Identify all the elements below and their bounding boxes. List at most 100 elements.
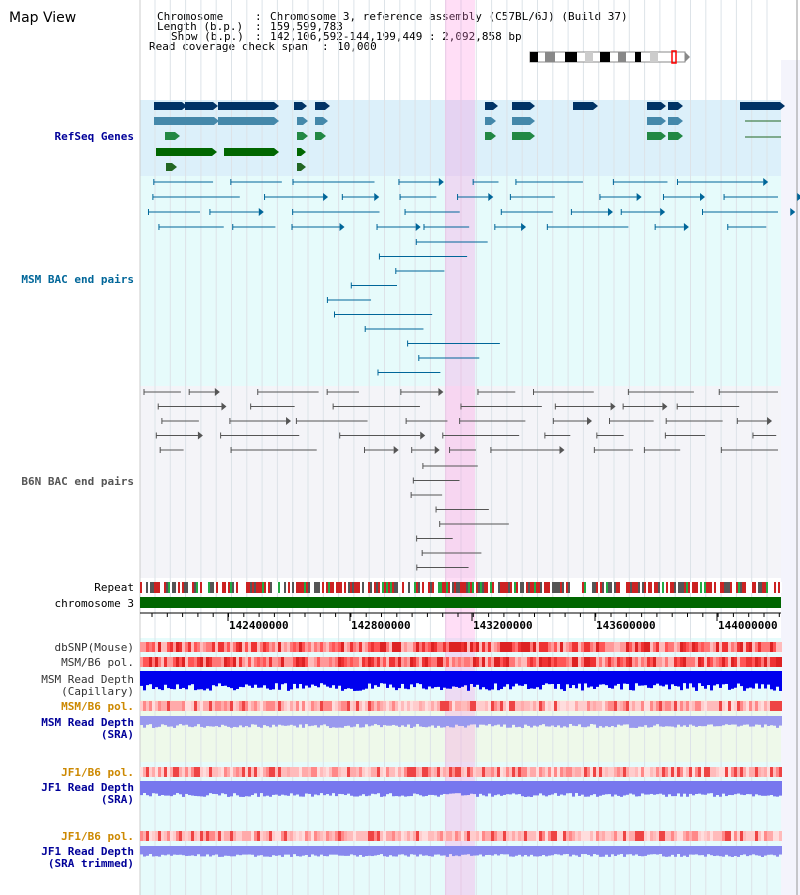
- depth-bar: [701, 846, 704, 856]
- heat-cell: [224, 642, 227, 652]
- heat-cell: [290, 701, 293, 711]
- depth-bar: [377, 671, 380, 687]
- heat-cell: [461, 657, 464, 667]
- heat-cell: [620, 657, 623, 667]
- depth-bar: [722, 671, 725, 685]
- repeat-block: [594, 582, 596, 593]
- depth-bar: [716, 846, 719, 856]
- depth-bar: [515, 671, 518, 684]
- track-label-msm-depth-sra: MSM Read Depth: [41, 716, 134, 729]
- depth-bar: [227, 716, 230, 727]
- depth-bar: [725, 781, 728, 797]
- depth-bar: [284, 846, 287, 855]
- heat-cell: [224, 831, 227, 841]
- depth-bar: [641, 846, 644, 857]
- heat-cell: [389, 657, 392, 667]
- depth-bar: [254, 781, 257, 794]
- depth-bar: [200, 781, 203, 797]
- heat-cell: [530, 657, 533, 667]
- depth-bar: [737, 781, 740, 794]
- depth-bar: [224, 846, 227, 856]
- gene: [297, 163, 301, 171]
- depth-bar: [236, 716, 239, 728]
- heat-cell: [761, 831, 764, 841]
- depth-bar: [215, 716, 218, 727]
- repeat-block: [564, 582, 566, 593]
- depth-bar: [203, 781, 206, 797]
- heat-cell: [350, 767, 353, 777]
- heat-cell: [386, 657, 389, 667]
- heat-cell: [482, 831, 485, 841]
- depth-bar: [419, 716, 422, 727]
- bac-arrow: [258, 208, 264, 216]
- depth-bar: [272, 671, 275, 690]
- depth-bar: [542, 846, 545, 855]
- repeat-block: [596, 582, 598, 593]
- depth-bar: [446, 781, 449, 795]
- depth-bar: [311, 716, 314, 726]
- repeat-block: [454, 582, 456, 593]
- heat-cell: [590, 642, 593, 652]
- depth-bar: [656, 716, 659, 725]
- depth-bar: [569, 846, 572, 857]
- heat-cell: [506, 831, 509, 841]
- heat-cell: [362, 642, 365, 652]
- heat-cell: [236, 831, 239, 841]
- repeat-block: [514, 582, 516, 593]
- depth-bar: [659, 716, 662, 727]
- heat-cell: [602, 767, 605, 777]
- heat-cell: [269, 657, 272, 667]
- depth-bar: [197, 846, 200, 855]
- depth-bar: [623, 671, 626, 684]
- bac-arrow: [420, 431, 426, 440]
- heat-cell: [260, 701, 263, 711]
- depth-bar: [635, 846, 638, 855]
- depth-bar: [458, 671, 461, 688]
- gene: [573, 102, 593, 110]
- heat-cell: [155, 701, 158, 711]
- depth-bar: [281, 781, 284, 795]
- heat-cell: [245, 767, 248, 777]
- heat-cell: [377, 642, 380, 652]
- depth-bar: [392, 716, 395, 725]
- heat-cell: [677, 831, 680, 841]
- heat-cell: [188, 642, 191, 652]
- depth-bar: [758, 671, 761, 689]
- depth-bar: [356, 716, 359, 725]
- heat-cell: [737, 701, 740, 711]
- depth-bar: [296, 846, 299, 857]
- depth-bar: [638, 671, 641, 686]
- depth-bar: [524, 716, 527, 725]
- heat-cell: [479, 701, 482, 711]
- heat-cell: [254, 701, 257, 711]
- idiogram-band: [585, 52, 593, 62]
- heat-cell: [389, 767, 392, 777]
- heat-cell: [362, 767, 365, 777]
- heat-cell: [587, 831, 590, 841]
- repeat-block: [728, 582, 730, 593]
- repeat-block: [404, 582, 406, 593]
- repeat-block: [688, 582, 690, 593]
- heat-cell: [551, 642, 554, 652]
- heat-cell: [686, 767, 689, 777]
- depth-bar: [476, 716, 479, 728]
- depth-bar: [146, 671, 149, 686]
- depth-bar: [602, 781, 605, 795]
- chromosome-idiogram[interactable]: [529, 50, 690, 64]
- heat-cell: [542, 642, 545, 652]
- depth-bar: [140, 716, 143, 726]
- repeat-block: [762, 582, 764, 593]
- heat-cell: [224, 701, 227, 711]
- heat-cell: [455, 831, 458, 841]
- repeat-block: [390, 582, 392, 593]
- repeat-block: [320, 582, 322, 593]
- depth-bar: [611, 671, 614, 689]
- heat-cell: [218, 831, 221, 841]
- depth-bar: [218, 716, 221, 728]
- heat-cell: [215, 831, 218, 841]
- depth-bar: [251, 846, 254, 855]
- depth-bar: [470, 781, 473, 794]
- repeat-block: [324, 582, 326, 593]
- bac-arrow: [438, 388, 444, 396]
